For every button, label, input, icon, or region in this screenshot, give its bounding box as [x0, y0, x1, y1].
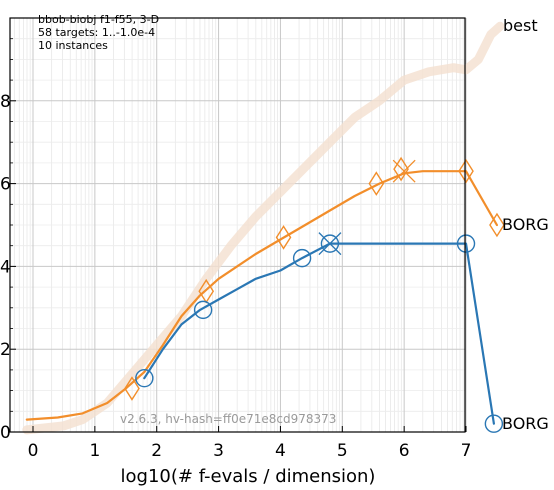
y-tick-label: 6 [0, 175, 11, 195]
x-tick-label: 1 [89, 441, 100, 461]
annotation-line-3: 10 instances [38, 39, 108, 52]
circle-marker [193, 300, 213, 320]
x-tick-label: 4 [275, 441, 286, 461]
circle-marker [135, 368, 154, 388]
y-tick-label: 8 [0, 92, 11, 112]
circle-marker [456, 234, 476, 253]
series-line-borg-blue [143, 242, 495, 425]
annotation-line-2: 58 targets: 1..-1.0e-4 [38, 26, 155, 39]
series-lines [22, 21, 505, 435]
y-tick-label: 2 [0, 340, 11, 360]
y-tick-label: 4 [0, 257, 11, 277]
diamond-marker [458, 158, 474, 184]
axis-ticks: 0 1 2 3 4 5 6 7 0 2 4 6 8 [0, 38, 472, 461]
diamond-marker [489, 212, 505, 238]
diamond-marker [275, 225, 292, 250]
circle-marker [292, 248, 312, 268]
x-axis-title: log10(# f-evals / dimension) [121, 466, 376, 487]
y-tick-label: 0 [0, 423, 11, 443]
series-label-borg-blue: BORG [502, 414, 549, 433]
series-label-borg-orange: BORG [502, 215, 549, 234]
x-tick-label: 7 [461, 441, 472, 461]
version-text: v2.6.3, hv-hash=ff0e71e8cd978373 [120, 412, 336, 426]
series-line-borg-orange [25, 170, 498, 421]
x-tick-label: 2 [151, 441, 162, 461]
x-tick-label: 3 [213, 441, 224, 461]
diamond-marker [124, 376, 140, 401]
circle-marker [484, 414, 504, 433]
cross-marker [318, 232, 342, 256]
series-markers [124, 156, 505, 433]
x-tick-label: 0 [28, 441, 39, 461]
x-tick-label: 5 [337, 441, 348, 461]
circle-marker [320, 234, 340, 253]
diamond-marker [368, 171, 385, 196]
cross-marker [392, 159, 416, 183]
x-tick-label: 6 [399, 441, 410, 461]
diamond-marker [393, 156, 409, 182]
series-line-best [22, 21, 505, 435]
grid [10, 18, 467, 433]
annotation-line-1: bbob-biobj f1-f55, 3-D [38, 13, 159, 26]
series-label-best: best [503, 16, 538, 35]
